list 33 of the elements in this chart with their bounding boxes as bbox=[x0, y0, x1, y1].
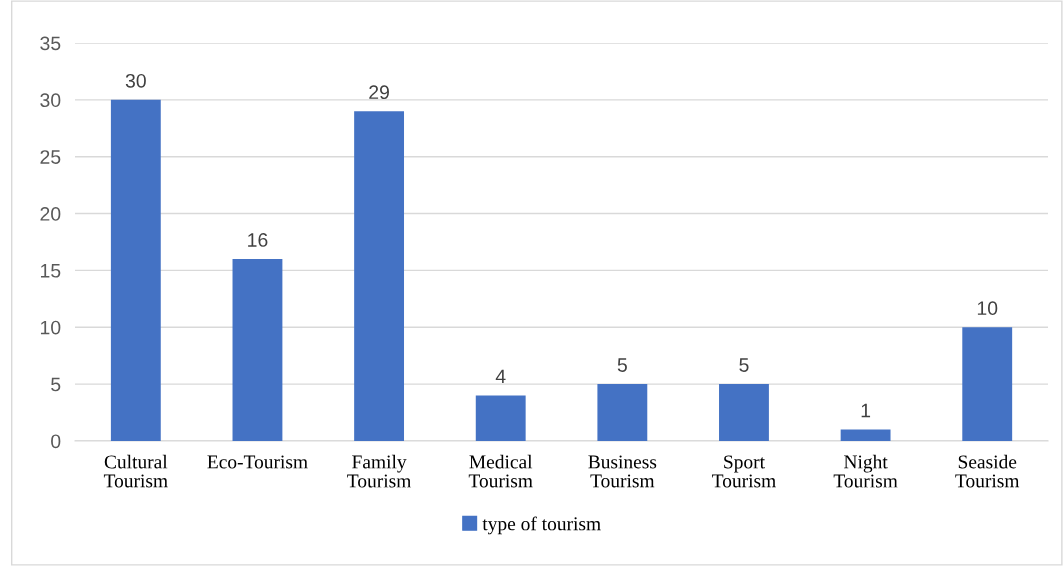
y-tick-label: 5 bbox=[51, 377, 61, 392]
bar bbox=[840, 429, 891, 441]
bar bbox=[232, 259, 283, 441]
y-tick-label: 25 bbox=[40, 150, 61, 164]
data-label: 1 bbox=[861, 403, 871, 418]
x-tick-label: Family Tourism bbox=[347, 454, 412, 488]
x-tick-label: Cultural Tourism bbox=[103, 454, 168, 488]
x-tick-label: Eco-Tourism bbox=[207, 455, 308, 469]
y-tick-label: 30 bbox=[40, 93, 61, 108]
bar bbox=[354, 111, 405, 441]
y-tick-label: 10 bbox=[40, 320, 61, 335]
bar bbox=[962, 327, 1013, 441]
data-label: 29 bbox=[369, 85, 389, 100]
data-label: 5 bbox=[617, 358, 627, 372]
data-label: 16 bbox=[248, 233, 268, 247]
data-label: 4 bbox=[495, 369, 506, 384]
y-tick-label: 15 bbox=[40, 264, 61, 278]
x-tick-label: Sport Tourism bbox=[712, 455, 776, 488]
x-tick-label: Night Tourism bbox=[833, 454, 898, 488]
x-tick-label: Medical Tourism bbox=[468, 454, 533, 488]
data-label: 5 bbox=[739, 358, 749, 372]
bar bbox=[719, 384, 769, 441]
y-tick-label: 20 bbox=[40, 207, 61, 221]
bar bbox=[597, 384, 648, 441]
y-tick-label: 0 bbox=[51, 434, 61, 449]
y-tick-label: 35 bbox=[40, 36, 61, 51]
legend-label: type of tourism bbox=[482, 516, 601, 535]
data-label: 30 bbox=[125, 73, 146, 88]
data-label: 10 bbox=[977, 301, 998, 316]
x-tick-label: Business Tourism bbox=[588, 455, 657, 488]
bar bbox=[475, 395, 526, 441]
x-tick-label: Seaside Tourism bbox=[955, 454, 1020, 488]
bar bbox=[110, 99, 161, 441]
